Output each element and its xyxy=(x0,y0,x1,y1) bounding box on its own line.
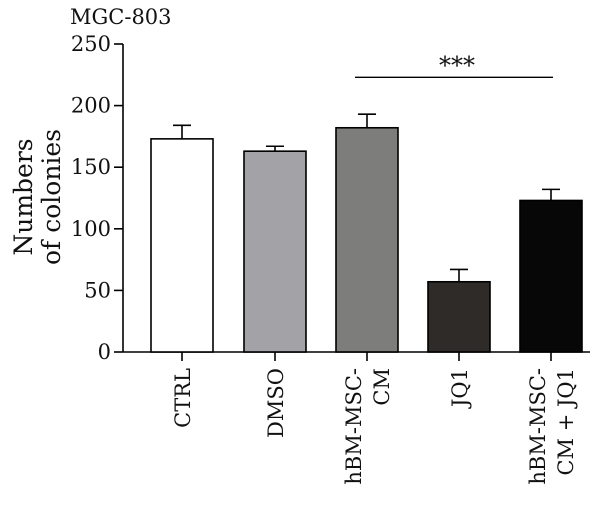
bar xyxy=(243,150,307,353)
x-tick-label: hBM-MSC- CM + JQ1 xyxy=(526,368,578,485)
x-tick-label-line: DMSO xyxy=(264,368,288,438)
y-tick-label: 100 xyxy=(71,217,111,241)
significance-label: *** xyxy=(439,51,475,79)
x-tick-label: DMSO xyxy=(264,368,288,438)
y-tick-label: 250 xyxy=(71,32,111,56)
chart-title: MGC-803 xyxy=(70,5,172,29)
bar xyxy=(427,280,491,353)
x-tick-label: hBM-MSC- CM xyxy=(342,368,394,485)
y-axis-label: Numbers of colonies xyxy=(9,129,66,265)
y-tick-label: 50 xyxy=(84,278,111,302)
x-tick-label: JQ1 xyxy=(448,368,472,409)
x-tick-label-line: hBM-MSC- xyxy=(526,368,550,485)
y-tick-label: 150 xyxy=(71,155,111,179)
x-tick-label-line: CTRL xyxy=(171,368,195,428)
bar xyxy=(150,138,214,353)
y-axis-label-line-2: of colonies xyxy=(37,129,66,265)
x-tick-label-line: CM + JQ1 xyxy=(554,368,578,476)
bar xyxy=(519,199,583,353)
x-tick-label: CTRL xyxy=(171,368,195,428)
x-tick-label-line: CM xyxy=(370,368,394,406)
y-tick-label: 0 xyxy=(98,340,111,364)
x-tick-label-line: JQ1 xyxy=(448,368,472,409)
y-tick-label: 200 xyxy=(71,94,111,118)
y-axis-label-line-1: Numbers xyxy=(9,138,38,255)
x-tick-label-line: hBM-MSC- xyxy=(342,368,366,485)
bar xyxy=(335,126,399,353)
